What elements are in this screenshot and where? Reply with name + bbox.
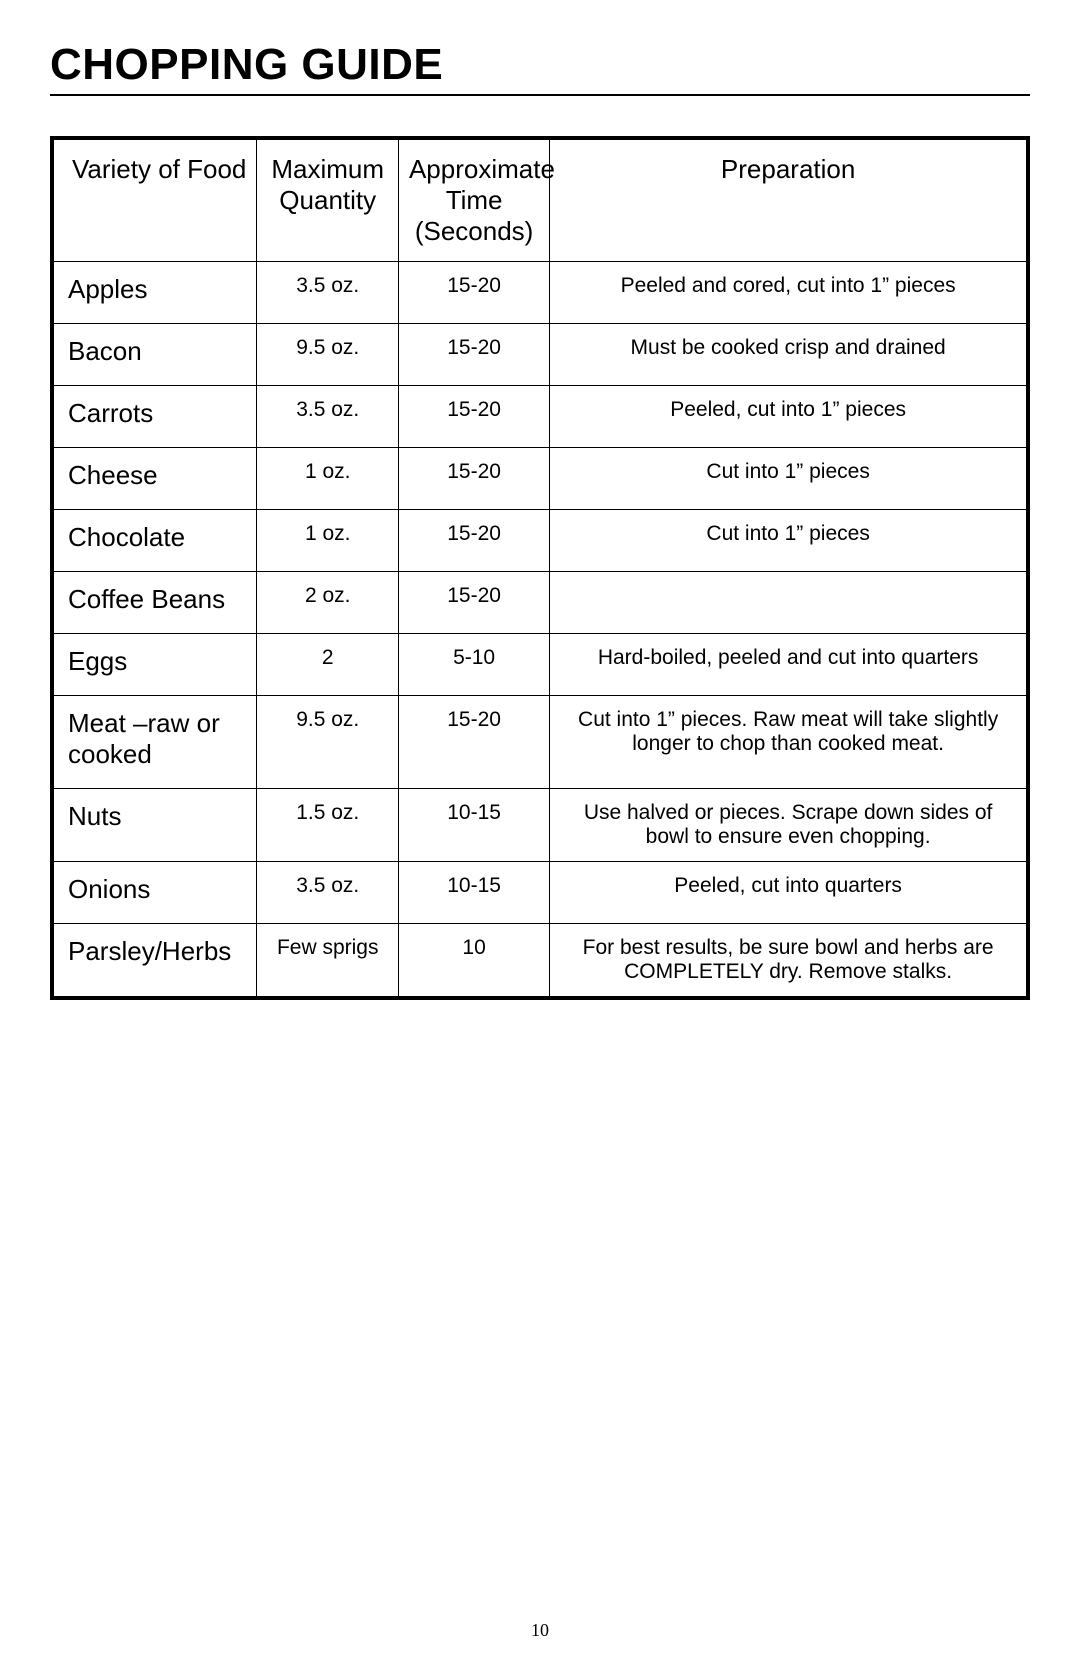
cell-food: Cheese	[52, 448, 257, 510]
column-header-food: Variety of Food	[52, 138, 257, 262]
chopping-guide-table: Variety of Food Maximum Quantity Approxi…	[50, 136, 1030, 1000]
column-header-text: Variety of Food	[72, 154, 246, 184]
column-header-text: Time	[409, 185, 539, 216]
cell-time: 15-20	[398, 324, 549, 386]
table-body: Apples3.5 oz.15-20Peeled and cored, cut …	[52, 262, 1028, 999]
table-header-row: Variety of Food Maximum Quantity Approxi…	[52, 138, 1028, 262]
cell-preparation: Hard-boiled, peeled and cut into quarter…	[550, 634, 1028, 696]
page-number: 10	[0, 1620, 1080, 1641]
cell-food: Parsley/Herbs	[52, 924, 257, 999]
page-title: CHOPPING GUIDE	[50, 40, 1030, 94]
cell-preparation: Peeled and cored, cut into 1” pieces	[550, 262, 1028, 324]
table-row: Carrots3.5 oz.15-20Peeled, cut into 1” p…	[52, 386, 1028, 448]
cell-food: Carrots	[52, 386, 257, 448]
cell-preparation: Cut into 1” pieces. Raw meat will take s…	[550, 696, 1028, 789]
cell-time: 15-20	[398, 262, 549, 324]
cell-quantity: Few sprigs	[257, 924, 399, 999]
cell-quantity: 2 oz.	[257, 572, 399, 634]
cell-food: Bacon	[52, 324, 257, 386]
cell-food: Nuts	[52, 789, 257, 862]
cell-time: 10	[398, 924, 549, 999]
cell-time: 15-20	[398, 572, 549, 634]
cell-quantity: 3.5 oz.	[257, 262, 399, 324]
table-row: Onions3.5 oz.10-15Peeled, cut into quart…	[52, 862, 1028, 924]
cell-food: Eggs	[52, 634, 257, 696]
table-row: Cheese1 oz.15-20Cut into 1” pieces	[52, 448, 1028, 510]
cell-quantity: 3.5 oz.	[257, 386, 399, 448]
table-row: Bacon9.5 oz.15-20Must be cooked crisp an…	[52, 324, 1028, 386]
cell-food: Apples	[52, 262, 257, 324]
column-header-text: (Seconds)	[409, 216, 539, 247]
cell-quantity: 1 oz.	[257, 448, 399, 510]
cell-preparation: Peeled, cut into 1” pieces	[550, 386, 1028, 448]
cell-time: 15-20	[398, 386, 549, 448]
cell-food: Onions	[52, 862, 257, 924]
cell-preparation: For best results, be sure bowl and herbs…	[550, 924, 1028, 999]
cell-time: 15-20	[398, 696, 549, 789]
cell-time: 15-20	[398, 510, 549, 572]
cell-preparation: Use halved or pieces. Scrape down sides …	[550, 789, 1028, 862]
cell-time: 15-20	[398, 448, 549, 510]
column-header-quantity: Maximum Quantity	[257, 138, 399, 262]
cell-quantity: 9.5 oz.	[257, 324, 399, 386]
title-rule	[50, 94, 1030, 96]
cell-time: 10-15	[398, 862, 549, 924]
cell-food: Meat –raw or cooked	[52, 696, 257, 789]
table-row: Eggs25-10Hard-boiled, peeled and cut int…	[52, 634, 1028, 696]
cell-preparation: Cut into 1” pieces	[550, 510, 1028, 572]
cell-quantity: 1.5 oz.	[257, 789, 399, 862]
table-row: Meat –raw or cooked9.5 oz.15-20Cut into …	[52, 696, 1028, 789]
cell-preparation: Must be cooked crisp and drained	[550, 324, 1028, 386]
cell-time: 5-10	[398, 634, 549, 696]
page: CHOPPING GUIDE Variety of Food Maximum Q…	[0, 0, 1080, 1669]
table-header: Variety of Food Maximum Quantity Approxi…	[52, 138, 1028, 262]
column-header-text: Maximum	[267, 154, 388, 185]
cell-preparation	[550, 572, 1028, 634]
column-header-preparation: Preparation	[550, 138, 1028, 262]
table-row: Parsley/HerbsFew sprigs10For best result…	[52, 924, 1028, 999]
column-header-text: Approximate	[409, 154, 539, 185]
table-row: Chocolate1 oz.15-20Cut into 1” pieces	[52, 510, 1028, 572]
cell-quantity: 1 oz.	[257, 510, 399, 572]
cell-time: 10-15	[398, 789, 549, 862]
cell-food: Chocolate	[52, 510, 257, 572]
table-row: Apples3.5 oz.15-20Peeled and cored, cut …	[52, 262, 1028, 324]
column-header-text: Quantity	[267, 185, 388, 216]
cell-food: Coffee Beans	[52, 572, 257, 634]
table-row: Nuts1.5 oz.10-15Use halved or pieces. Sc…	[52, 789, 1028, 862]
cell-quantity: 9.5 oz.	[257, 696, 399, 789]
column-header-text: Preparation	[721, 154, 855, 184]
table-row: Coffee Beans2 oz.15-20	[52, 572, 1028, 634]
cell-quantity: 3.5 oz.	[257, 862, 399, 924]
cell-preparation: Cut into 1” pieces	[550, 448, 1028, 510]
column-header-time: Approximate Time (Seconds)	[398, 138, 549, 262]
cell-quantity: 2	[257, 634, 399, 696]
cell-preparation: Peeled, cut into quarters	[550, 862, 1028, 924]
